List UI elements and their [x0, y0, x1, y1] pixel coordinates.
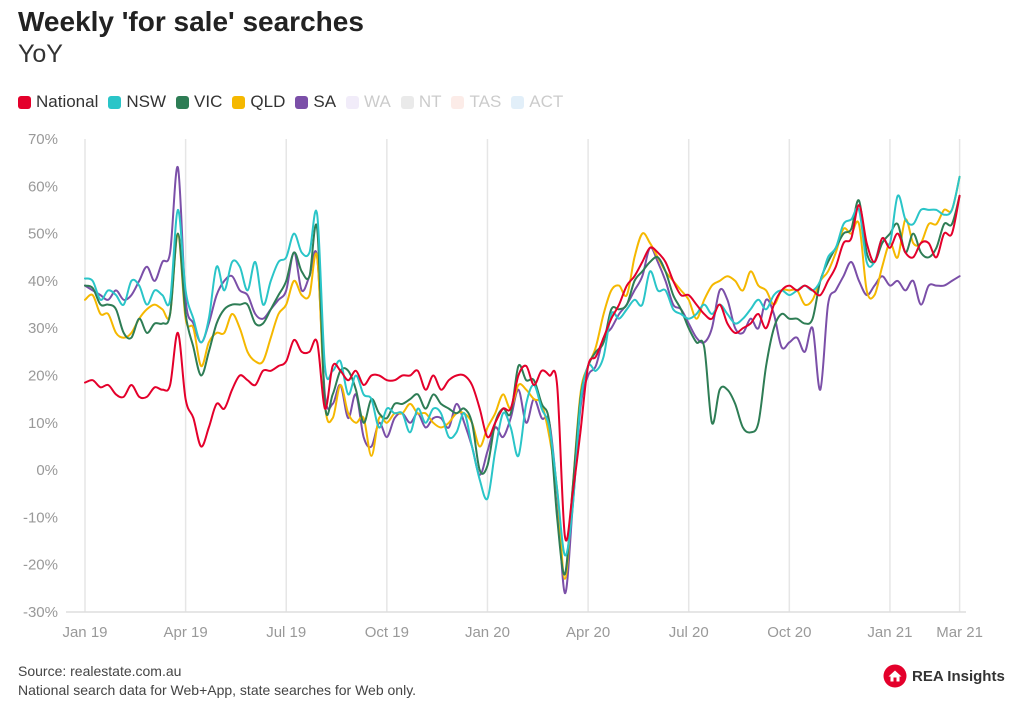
footer: Source: realestate.com.au National searc…	[18, 662, 416, 700]
y-tick-label: 70%	[28, 131, 58, 148]
x-tick-label: Oct 20	[767, 624, 811, 641]
x-tick-label: Oct 19	[365, 624, 409, 641]
source-text: Source: realestate.com.au	[18, 663, 182, 679]
legend-swatch	[346, 95, 360, 109]
x-tick-label: Apr 19	[164, 624, 208, 641]
legend-swatch	[451, 95, 465, 109]
x-tick-label: Jan 20	[465, 624, 510, 641]
chart-subtitle: YoY	[18, 40, 63, 68]
x-tick-label: Apr 20	[566, 624, 610, 641]
legend-item-vic[interactable]: VIC	[176, 92, 222, 112]
legend-item-national[interactable]: National	[18, 92, 98, 112]
legend-swatch	[108, 95, 122, 109]
legend-label: ACT	[529, 92, 564, 111]
legend-swatch	[18, 95, 31, 109]
legend-label: VIC	[194, 92, 223, 111]
note-text: National search data for Web+App, state …	[18, 682, 417, 698]
y-tick-label: 30%	[28, 320, 58, 337]
legend-item-wa[interactable]: WA	[346, 92, 391, 112]
series-line-national	[84, 194, 961, 542]
legend-item-nt[interactable]: NT	[400, 92, 442, 112]
legend-swatch	[400, 95, 414, 109]
y-tick-label: 10%	[28, 415, 58, 432]
y-tick-label: 50%	[28, 226, 58, 243]
house-icon	[883, 664, 907, 688]
y-tick-label: -30%	[23, 604, 58, 621]
legend-label: QLD	[250, 92, 286, 111]
y-tick-label: -20%	[23, 557, 58, 574]
series-line-sa	[84, 166, 961, 595]
legend-label: NSW	[126, 92, 167, 111]
series-line-vic	[84, 194, 961, 576]
legend-swatch	[511, 95, 525, 109]
legend-swatch	[295, 95, 309, 109]
y-tick-label: 20%	[28, 368, 58, 385]
x-tick-label: Jul 19	[266, 624, 306, 641]
legend-swatch	[176, 95, 190, 109]
x-tick-label: Jan 21	[867, 624, 912, 641]
x-tick-label: Mar 21	[936, 624, 983, 641]
y-tick-label: 60%	[28, 178, 58, 195]
legend-label: WA	[364, 92, 391, 111]
y-tick-label: 0%	[36, 462, 58, 479]
legend: National NSW VIC QLD SA WA NT TAS ACT	[18, 92, 573, 112]
chart-title: Weekly 'for sale' searches	[18, 6, 364, 37]
y-tick-label: 40%	[28, 273, 58, 290]
legend-swatch	[232, 95, 246, 109]
legend-item-act[interactable]: ACT	[511, 92, 563, 112]
legend-label: SA	[313, 92, 337, 111]
y-tick-label: -10%	[23, 509, 58, 526]
legend-label: TAS	[469, 92, 502, 111]
series-line-qld	[84, 175, 961, 580]
brand-name: REA Insights	[912, 667, 1005, 685]
legend-label: NT	[418, 92, 442, 111]
legend-item-sa[interactable]: SA	[295, 92, 336, 112]
x-tick-label: Jul 20	[669, 624, 709, 641]
legend-item-qld[interactable]: QLD	[232, 92, 285, 112]
brand-logo: REA Insights	[883, 664, 1005, 688]
legend-item-tas[interactable]: TAS	[451, 92, 501, 112]
legend-label: National	[36, 92, 99, 111]
legend-item-nsw[interactable]: NSW	[108, 92, 166, 112]
x-tick-label: Jan 19	[62, 624, 107, 641]
